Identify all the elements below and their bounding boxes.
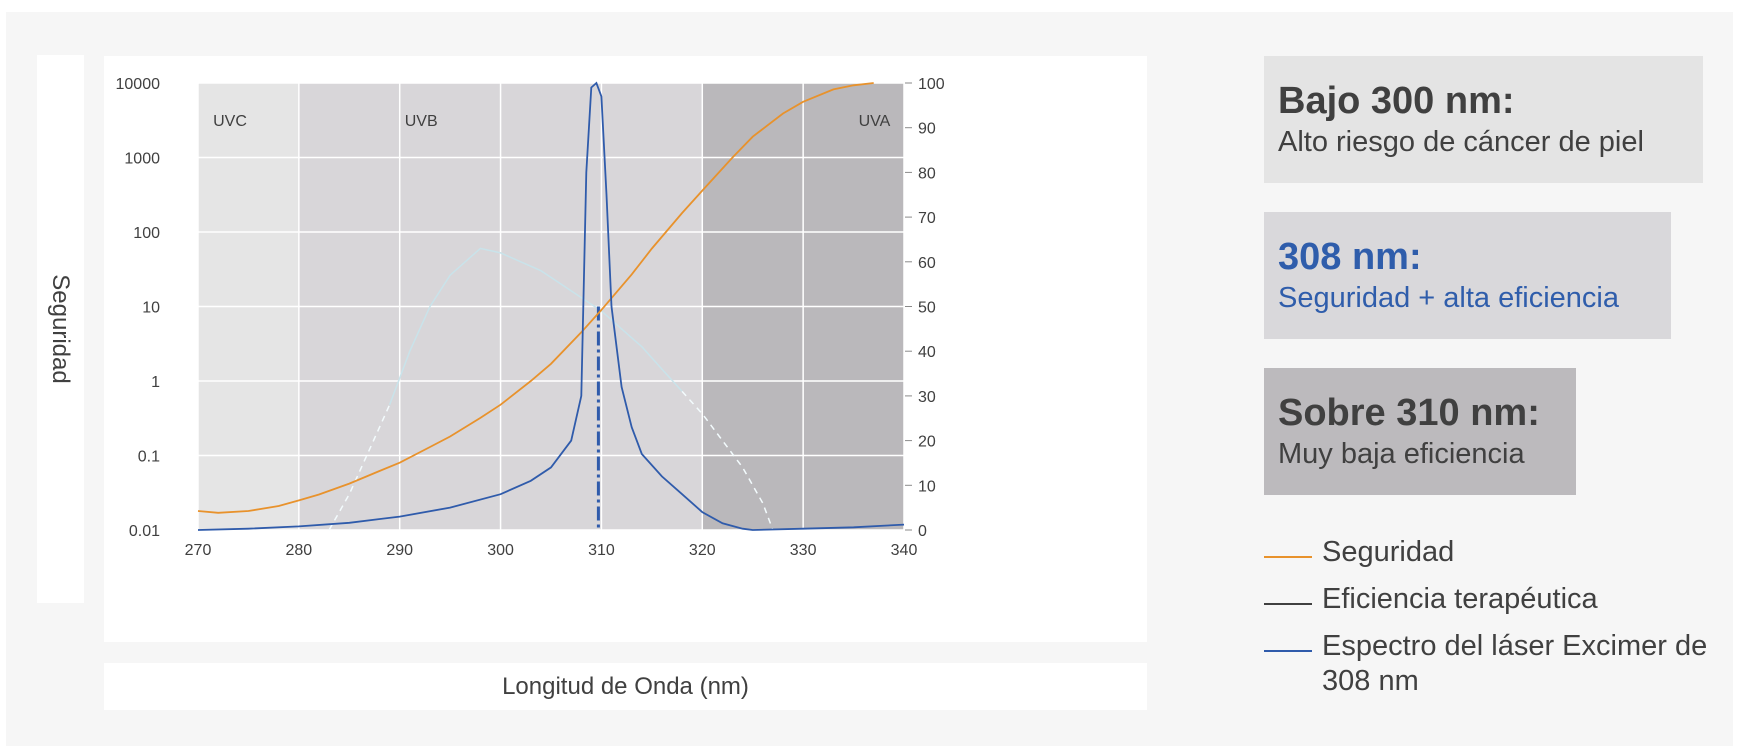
x-tick-label: 300 xyxy=(487,542,514,559)
y-right-tick-label: 30 xyxy=(918,389,936,406)
y-left-tick-label: 100 xyxy=(133,225,160,242)
card-above-310: Sobre 310 nm: Muy baja eficiencia xyxy=(1264,368,1576,495)
series-eficiencia-dashed-left xyxy=(328,404,391,531)
legend-label: Eficiencia terapéutica xyxy=(1322,583,1598,615)
region-label-uvb: UVB xyxy=(405,113,438,130)
series-seguridad xyxy=(197,82,874,514)
card-subtitle: Seguridad + alta eficiencia xyxy=(1278,281,1619,314)
x-tick-label: 320 xyxy=(689,542,716,559)
card-heading: 308 nm: xyxy=(1278,235,1422,278)
region-label-uvc: UVC xyxy=(213,113,247,130)
card-below-300: Bajo 300 nm: Alto riesgo de cáncer de pi… xyxy=(1264,56,1703,183)
y-right-tick-label: 20 xyxy=(918,434,936,451)
y-left-tick-label: 1000 xyxy=(124,151,160,168)
region-label-uva: UVA xyxy=(859,113,891,130)
y-right-tick-label: 10 xyxy=(918,478,936,495)
legend-swatch xyxy=(1264,603,1312,605)
card-heading: Bajo 300 nm: xyxy=(1278,79,1515,122)
legend: Seguridad Eficiencia terapéutica Espectr… xyxy=(1264,535,1724,711)
card-subtitle: Muy baja eficiencia xyxy=(1278,437,1525,470)
x-tick-label: 310 xyxy=(588,542,615,559)
legend-label: Seguridad xyxy=(1322,536,1455,568)
x-tick-label: 290 xyxy=(386,542,413,559)
card-308: 308 nm: Seguridad + alta eficiencia xyxy=(1264,212,1671,339)
legend-item-eficiencia: Eficiencia terapéutica xyxy=(1264,582,1724,617)
card-subtitle: Alto riesgo de cáncer de piel xyxy=(1278,125,1644,158)
series-espectro-laser xyxy=(197,81,905,531)
legend-swatch xyxy=(1264,556,1312,558)
y-right-tick-label: 40 xyxy=(918,344,936,361)
y-right-tick-label: 70 xyxy=(918,210,936,227)
y-axis-label-box xyxy=(37,55,84,603)
x-tick-label: 330 xyxy=(790,542,817,559)
x-tick-label: 270 xyxy=(185,542,212,559)
y-right-tick-label: 100 xyxy=(918,76,945,93)
legend-item-espectro: Espectro del láser Excimer de 308 nm xyxy=(1264,629,1724,699)
y-right-tick-label: 80 xyxy=(918,165,936,182)
card-heading: Sobre 310 nm: xyxy=(1278,391,1540,434)
y-right-tick-label: 90 xyxy=(918,121,936,138)
legend-label: Espectro del láser Excimer de 308 nm xyxy=(1322,630,1708,697)
x-tick-label: 280 xyxy=(286,542,313,559)
y-left-tick-label: 0.01 xyxy=(129,523,160,540)
y-right-tick-label: 0 xyxy=(918,523,927,540)
series-eficiencia xyxy=(388,247,683,406)
x-tick-label: 340 xyxy=(891,542,918,559)
y-axis-label: Seguridad xyxy=(47,274,74,384)
legend-swatch xyxy=(1264,650,1312,652)
chart-area: UVC UVB UVA 270 280 290 300 310 320 330 340 0.01 0.1… xyxy=(104,56,1147,642)
y-right-tick-label: 50 xyxy=(918,300,936,317)
y-left-tick-label: 10000 xyxy=(116,76,161,93)
y-left-tick-label: 1 xyxy=(151,374,160,391)
legend-item-seguridad: Seguridad xyxy=(1264,535,1724,570)
y-right-tick-label: 60 xyxy=(918,255,936,272)
y-left-tick-label: 10 xyxy=(142,300,160,317)
x-axis-label: Longitud de Onda (nm) xyxy=(104,663,1147,710)
y-left-tick-label: 0.1 xyxy=(138,449,160,466)
